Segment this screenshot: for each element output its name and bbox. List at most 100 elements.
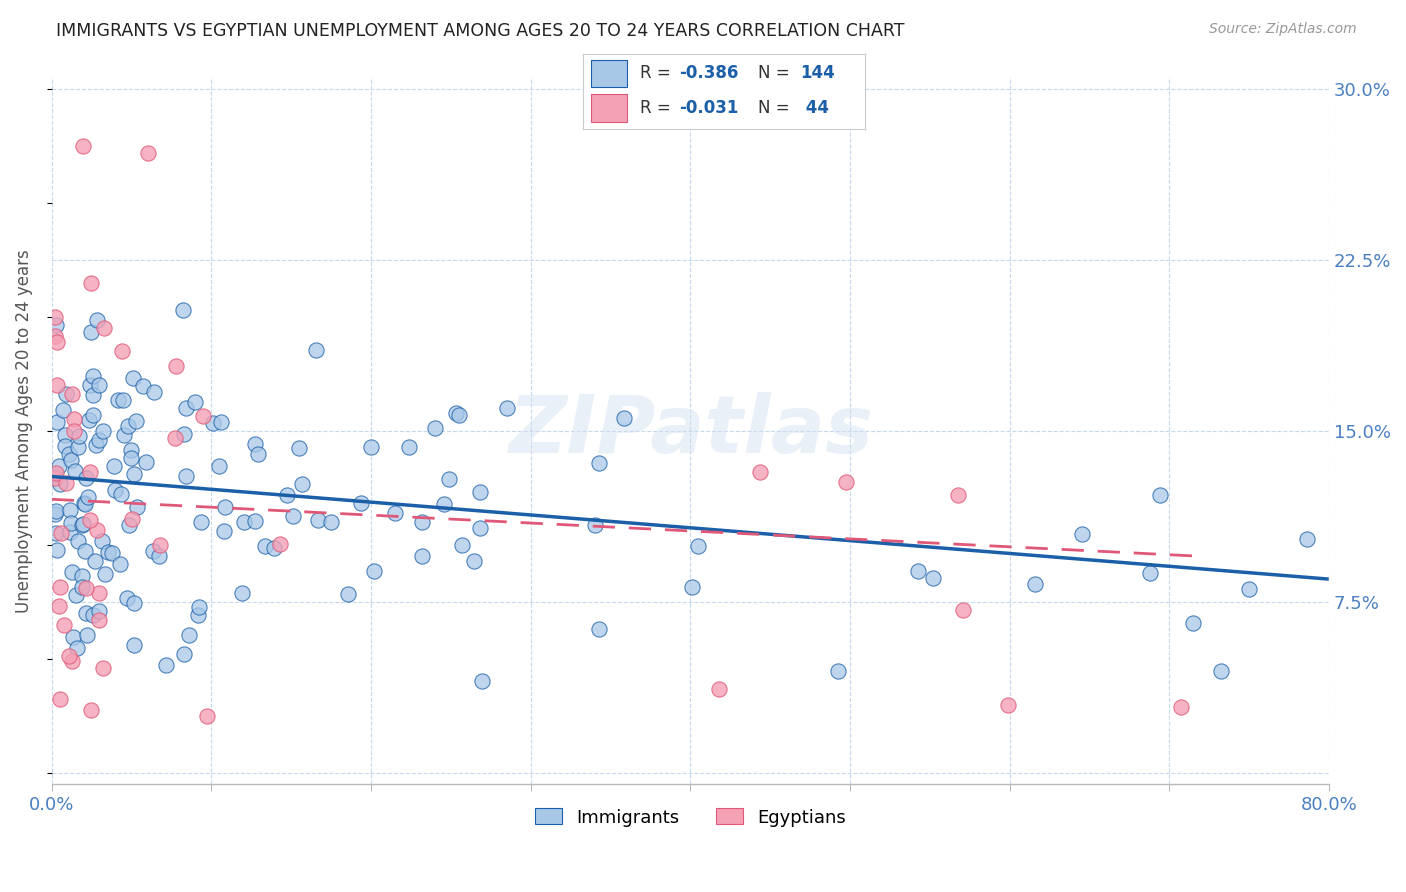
Point — [72, 139, 94, 153]
Point — [118, 518, 141, 533]
Point — [45, 526, 67, 541]
Point — [451, 538, 474, 552]
Text: N =: N = — [758, 64, 794, 82]
Point — [1296, 532, 1319, 546]
Point — [107, 392, 129, 407]
Point — [583, 518, 606, 533]
Point — [117, 418, 139, 433]
Point — [588, 622, 610, 636]
Point — [58, 649, 80, 664]
Point — [686, 539, 709, 553]
Point — [336, 587, 359, 601]
Point — [142, 385, 165, 400]
Point — [120, 443, 142, 458]
Text: IMMIGRANTS VS EGYPTIAN UNEMPLOYMENT AMONG AGES 20 TO 24 YEARS CORRELATION CHART: IMMIGRANTS VS EGYPTIAN UNEMPLOYMENT AMON… — [56, 22, 904, 40]
Point — [135, 454, 157, 468]
Y-axis label: Unemployment Among Ages 20 to 24 years: Unemployment Among Ages 20 to 24 years — [15, 249, 32, 613]
Point — [97, 545, 120, 559]
Point — [75, 581, 97, 595]
Point — [835, 475, 858, 489]
Point — [1170, 700, 1192, 714]
Point — [60, 387, 83, 401]
Point — [93, 321, 115, 335]
Point — [177, 628, 200, 642]
Point — [66, 640, 89, 655]
Point — [202, 416, 225, 430]
Point — [350, 496, 373, 510]
Point — [48, 599, 70, 614]
Point — [45, 318, 67, 333]
Point — [103, 458, 125, 473]
Point — [53, 617, 76, 632]
Point — [212, 524, 235, 538]
Point — [907, 565, 929, 579]
Point — [132, 379, 155, 393]
Point — [120, 450, 142, 465]
Point — [288, 441, 311, 455]
Point — [82, 388, 104, 402]
Point — [122, 371, 145, 385]
Point — [52, 402, 75, 417]
Point — [53, 439, 76, 453]
Point — [79, 276, 101, 290]
Point — [63, 464, 86, 478]
Point — [243, 437, 266, 451]
Point — [84, 438, 107, 452]
Point — [231, 585, 253, 599]
Point — [449, 408, 471, 422]
Point — [44, 471, 66, 485]
Point — [46, 543, 69, 558]
Bar — [591, 95, 627, 122]
Text: -0.386: -0.386 — [679, 64, 738, 82]
Point — [463, 554, 485, 568]
Point — [112, 427, 135, 442]
Point — [66, 440, 89, 454]
Point — [108, 558, 131, 572]
Point — [49, 580, 72, 594]
Text: N =: N = — [758, 99, 794, 117]
Point — [148, 549, 170, 564]
Point — [124, 596, 146, 610]
Point — [73, 496, 96, 510]
Point — [70, 569, 93, 583]
Point — [84, 554, 107, 568]
Point — [117, 591, 139, 606]
Point — [79, 513, 101, 527]
Point — [122, 638, 145, 652]
Point — [411, 549, 433, 563]
Text: R =: R = — [640, 99, 676, 117]
Point — [110, 487, 132, 501]
Point — [59, 502, 82, 516]
Point — [51, 525, 73, 540]
Point — [588, 457, 610, 471]
Point — [87, 604, 110, 618]
Point — [58, 446, 80, 460]
Point — [165, 431, 187, 445]
Point — [60, 654, 83, 668]
Point — [174, 469, 197, 483]
Point — [155, 658, 177, 673]
Point — [142, 544, 165, 558]
Point — [1237, 582, 1260, 597]
Point — [60, 565, 83, 579]
Point — [75, 544, 97, 558]
Point — [136, 146, 159, 161]
Point — [89, 377, 111, 392]
Point — [86, 312, 108, 326]
Point — [89, 586, 111, 600]
Point — [77, 490, 100, 504]
Point — [291, 477, 314, 491]
Text: R =: R = — [640, 64, 676, 82]
Point — [63, 424, 86, 438]
Point — [195, 709, 218, 723]
Point — [468, 484, 491, 499]
Point — [48, 691, 70, 706]
Point — [55, 476, 77, 491]
Point — [75, 471, 97, 485]
Point — [44, 507, 66, 521]
Point — [496, 401, 519, 416]
Point — [263, 541, 285, 556]
Point — [398, 441, 420, 455]
Point — [94, 567, 117, 582]
Text: Source: ZipAtlas.com: Source: ZipAtlas.com — [1209, 22, 1357, 37]
